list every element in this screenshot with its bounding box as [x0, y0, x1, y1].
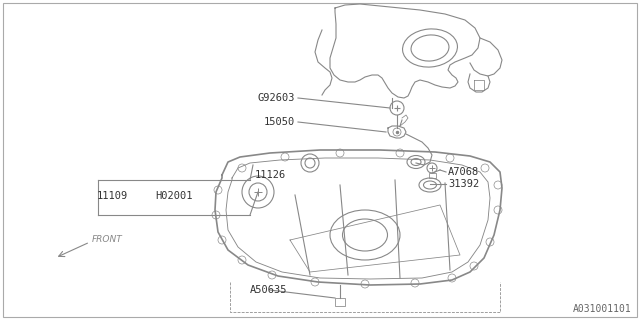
Text: H02001: H02001	[155, 191, 193, 201]
Text: 11109: 11109	[97, 191, 128, 201]
Text: A50635: A50635	[250, 285, 287, 295]
Text: 15050: 15050	[264, 117, 295, 127]
Text: 11126: 11126	[255, 170, 286, 180]
Text: A7068: A7068	[448, 167, 479, 177]
Text: FRONT: FRONT	[92, 235, 123, 244]
Text: 31392: 31392	[448, 179, 479, 189]
Text: G92603: G92603	[257, 93, 295, 103]
Text: A031001101: A031001101	[573, 304, 632, 314]
